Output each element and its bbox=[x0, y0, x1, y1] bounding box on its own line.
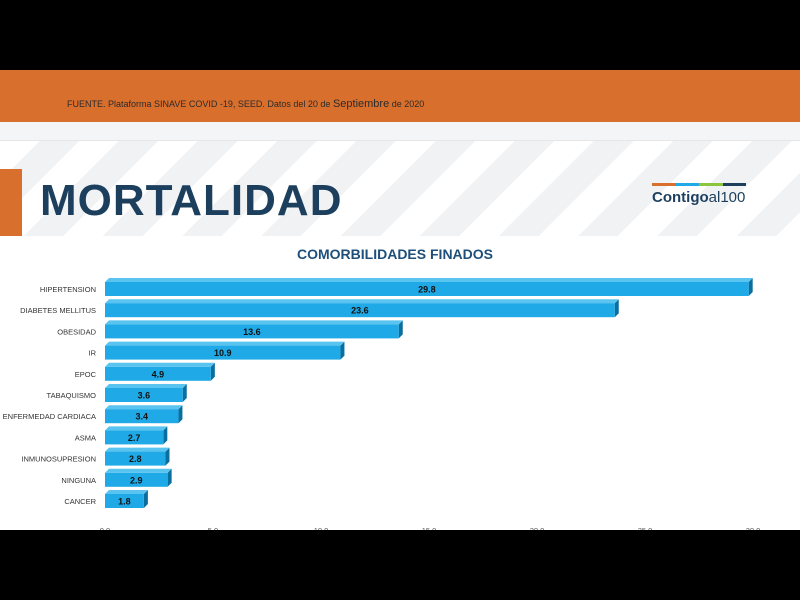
bar-side-face bbox=[182, 384, 187, 402]
bar-top-face bbox=[105, 490, 148, 494]
bar-side-face bbox=[167, 468, 172, 487]
x-tick-label: 25.0 bbox=[638, 526, 653, 530]
bar-side-face bbox=[143, 490, 148, 508]
bar-value-label: 29.8 bbox=[418, 285, 436, 295]
bar-value-label: 10.9 bbox=[214, 348, 232, 358]
category-label: DIABETES MELLITUS bbox=[20, 306, 96, 315]
bar bbox=[105, 324, 399, 339]
comorbidities-chart: COMORBILIDADES FINADOS 29.8 HIPERTENSION 23… bbox=[0, 236, 800, 530]
bar bbox=[105, 345, 341, 360]
x-tick-label: 0.0 bbox=[100, 526, 110, 530]
x-tick-label: 15.0 bbox=[422, 526, 437, 530]
bar bbox=[105, 494, 144, 508]
page-title: MORTALIDAD bbox=[40, 176, 343, 225]
bar bbox=[105, 472, 168, 487]
logo-stripe-segment bbox=[699, 183, 723, 186]
chart-title: COMORBILIDADES FINADOS bbox=[297, 246, 493, 262]
header-divider bbox=[0, 122, 800, 140]
bar-side-face bbox=[163, 426, 168, 445]
contigo-al-100-logo: Contigoal100 bbox=[652, 183, 752, 217]
bar bbox=[105, 282, 749, 296]
bar bbox=[105, 303, 615, 318]
bar-value-label: 3.4 bbox=[135, 412, 148, 422]
bar-top-face bbox=[105, 405, 183, 410]
x-tick-label: 10.0 bbox=[314, 526, 329, 530]
category-label: IR bbox=[89, 349, 97, 358]
bar-side-face bbox=[210, 362, 215, 381]
bar-top-face bbox=[105, 426, 168, 431]
bar-value-label: 2.9 bbox=[130, 475, 143, 485]
source-note: FUENTE. Plataforma SINAVE COVID -19, SEE… bbox=[67, 98, 424, 110]
bar-value-label: 1.8 bbox=[118, 497, 131, 507]
category-label: NINGUNA bbox=[61, 476, 96, 485]
bar-value-label: 2.8 bbox=[129, 454, 142, 464]
category-label: OBESIDAD bbox=[57, 327, 96, 336]
bar-top-face bbox=[105, 447, 170, 452]
source-suffix: de 2020 bbox=[389, 99, 425, 109]
logo-text-part2: al100 bbox=[708, 189, 746, 206]
bar-side-face bbox=[614, 299, 619, 318]
logo-stripe-segment bbox=[722, 183, 746, 186]
category-label: HIPERTENSION bbox=[40, 285, 96, 294]
category-label: ENFERMEDAD CARDIACA bbox=[3, 412, 96, 421]
logo-stripe-segment bbox=[675, 183, 699, 186]
bar bbox=[105, 366, 211, 381]
title-banner: MORTALIDAD Contigoal100 bbox=[0, 140, 800, 237]
bar-value-label: 23.6 bbox=[351, 306, 369, 316]
source-month: Septiembre bbox=[332, 98, 390, 110]
source-header-bar: FUENTE. Plataforma SINAVE COVID -19, SEE… bbox=[0, 70, 800, 122]
presentation-slide: FUENTE. Plataforma SINAVE COVID -19, SEE… bbox=[0, 70, 800, 530]
bar-side-face bbox=[178, 405, 183, 424]
bar bbox=[105, 430, 164, 445]
bar-top-face bbox=[105, 299, 619, 304]
category-label: CANCER bbox=[64, 497, 96, 506]
bar bbox=[105, 409, 179, 424]
source-prefix: FUENTE. Plataforma SINAVE COVID -19, SEE… bbox=[67, 99, 333, 109]
bar-top-face bbox=[105, 320, 403, 325]
bar-value-label: 4.9 bbox=[152, 369, 165, 379]
bar-side-face bbox=[748, 278, 753, 296]
logo-stripe-segment bbox=[652, 183, 676, 186]
bar-value-label: 13.6 bbox=[243, 327, 261, 337]
bar-value-label: 2.7 bbox=[128, 433, 141, 443]
bar-top-face bbox=[105, 341, 345, 346]
logo-text-part1: Contigo bbox=[652, 189, 709, 206]
bar bbox=[105, 388, 183, 402]
category-label: EPOC bbox=[75, 370, 97, 379]
bar-top-face bbox=[105, 468, 172, 473]
category-label: TABAQUISMO bbox=[47, 391, 97, 400]
logo-color-stripe bbox=[652, 183, 746, 186]
x-tick-label: 20.0 bbox=[530, 526, 545, 530]
category-label: INMUNOSUPRESION bbox=[21, 455, 96, 464]
x-tick-label: 5.0 bbox=[208, 526, 218, 530]
bar-top-face bbox=[105, 278, 753, 282]
orange-accent-block bbox=[0, 169, 22, 237]
bar-top-face bbox=[105, 384, 187, 388]
logo-text: Contigoal100 bbox=[652, 189, 745, 206]
bar-top-face bbox=[105, 362, 215, 367]
bar-side-face bbox=[398, 320, 403, 339]
bar-side-face bbox=[165, 447, 170, 466]
chart-canvas: COMORBILIDADES FINADOS 29.8 HIPERTENSION 23… bbox=[3, 246, 761, 530]
bar-value-label: 3.6 bbox=[138, 391, 151, 401]
x-tick-label: 30.0 bbox=[746, 526, 761, 530]
category-label: ASMA bbox=[75, 433, 96, 442]
bar bbox=[105, 451, 166, 466]
bar-side-face bbox=[340, 341, 345, 360]
